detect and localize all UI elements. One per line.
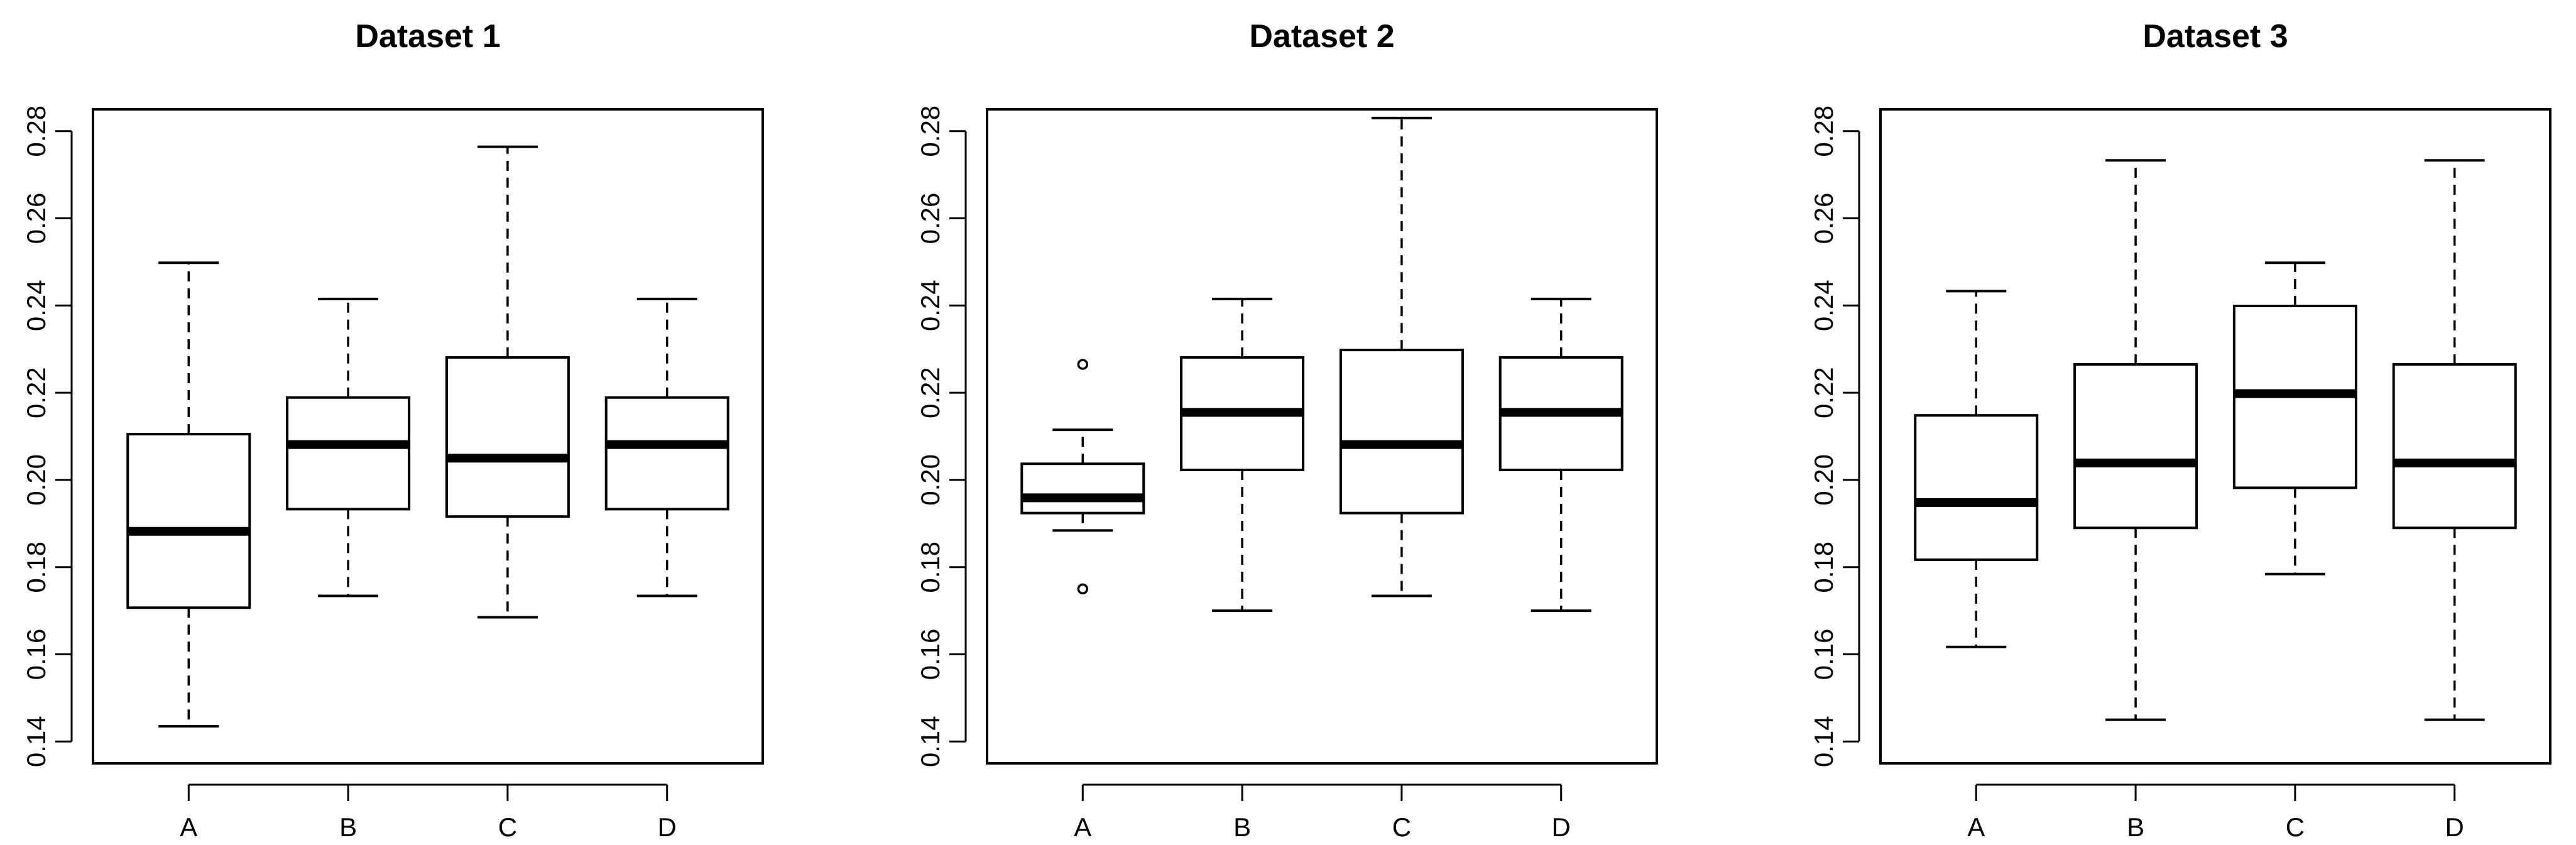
- y-tick-label: 0.26: [21, 193, 51, 244]
- y-tick-label: 0.24: [915, 280, 945, 331]
- x-tick-label: B: [2127, 812, 2144, 842]
- y-tick-label: 0.22: [21, 367, 51, 418]
- box-D: [2392, 363, 2517, 530]
- x-tick-label: C: [498, 812, 517, 842]
- y-tick-label: 0.18: [915, 542, 945, 593]
- y-tick-label: 0.18: [21, 542, 51, 593]
- panel-title: Dataset 1: [355, 18, 500, 55]
- y-tick-label: 0.20: [1809, 454, 1838, 506]
- box-D: [604, 396, 729, 511]
- panel-title: Dataset 3: [2142, 18, 2288, 55]
- x-tick-label: D: [658, 812, 677, 842]
- y-tick-label: 0.18: [1809, 542, 1838, 593]
- outlier-point: [1077, 583, 1089, 595]
- y-tick-label: 0.26: [915, 193, 945, 244]
- box-B: [286, 396, 411, 511]
- y-tick-label: 0.14: [915, 716, 945, 767]
- y-tick-label: 0.16: [915, 629, 945, 680]
- box-B: [2073, 363, 2198, 530]
- y-tick-label: 0.22: [915, 367, 945, 418]
- x-tick-label: B: [1233, 812, 1251, 842]
- y-tick-label: 0.14: [1809, 716, 1838, 767]
- x-tick-label: C: [1392, 812, 1411, 842]
- box-C: [1339, 349, 1464, 515]
- plot-frame: [1879, 108, 2551, 765]
- y-tick-label: 0.14: [21, 716, 51, 767]
- y-tick-label: 0.28: [21, 106, 51, 157]
- outlier-point: [1077, 359, 1089, 370]
- box-A: [1914, 414, 2039, 561]
- y-tick-label: 0.24: [1809, 280, 1838, 331]
- y-tick-label: 0.20: [915, 454, 945, 506]
- y-tick-label: 0.22: [1809, 367, 1838, 418]
- y-tick-label: 0.16: [21, 629, 51, 680]
- x-tick-label: C: [2286, 812, 2305, 842]
- plot-frame: [92, 108, 764, 765]
- box-A: [1020, 462, 1145, 515]
- x-tick-label: D: [1552, 812, 1571, 842]
- x-tick-label: B: [339, 812, 357, 842]
- y-tick-label: 0.28: [915, 106, 945, 157]
- y-tick-label: 0.28: [1809, 106, 1838, 157]
- x-tick-label: A: [1967, 812, 1985, 842]
- panel-title: Dataset 2: [1249, 18, 1394, 55]
- y-tick-label: 0.24: [21, 280, 51, 331]
- y-tick-label: 0.16: [1809, 629, 1838, 680]
- x-tick-label: A: [1074, 812, 1091, 842]
- plot-frame: [986, 108, 1658, 765]
- x-tick-label: D: [2445, 812, 2464, 842]
- box-C: [445, 356, 570, 518]
- y-tick-label: 0.20: [21, 454, 51, 506]
- x-tick-label: A: [180, 812, 197, 842]
- box-A: [126, 433, 251, 609]
- y-tick-label: 0.26: [1809, 193, 1838, 244]
